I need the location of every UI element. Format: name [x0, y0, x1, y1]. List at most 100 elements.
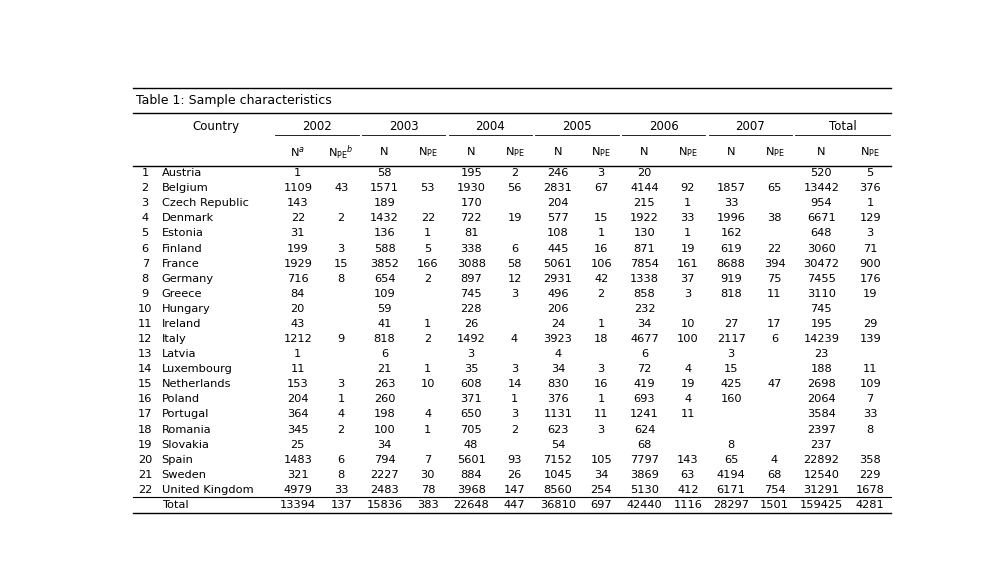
Text: 8: 8	[727, 440, 735, 449]
Text: 425: 425	[720, 379, 742, 389]
Text: Belgium: Belgium	[162, 183, 209, 193]
Text: 2931: 2931	[543, 274, 572, 284]
Text: 3: 3	[468, 349, 475, 359]
Text: 20: 20	[637, 168, 651, 178]
Text: Portugal: Portugal	[162, 410, 209, 420]
Text: 1212: 1212	[284, 334, 313, 344]
Text: 20: 20	[138, 455, 153, 465]
Text: 106: 106	[590, 258, 612, 268]
Text: 7455: 7455	[807, 274, 836, 284]
Text: 2005: 2005	[562, 120, 591, 133]
Text: 619: 619	[720, 244, 742, 254]
Text: 376: 376	[859, 183, 881, 193]
Text: 199: 199	[287, 244, 309, 254]
Text: 54: 54	[550, 440, 565, 449]
Text: N$_{\mathrm{PE}}$: N$_{\mathrm{PE}}$	[591, 145, 611, 159]
Text: N$_{\mathrm{PE}}$$^b$: N$_{\mathrm{PE}}$$^b$	[329, 143, 354, 162]
Text: 4: 4	[338, 410, 345, 420]
Text: 68: 68	[767, 470, 781, 480]
Text: Romania: Romania	[162, 424, 212, 435]
Text: 3923: 3923	[543, 334, 572, 344]
Text: 897: 897	[461, 274, 483, 284]
Text: 43: 43	[334, 183, 349, 193]
Text: 884: 884	[461, 470, 482, 480]
Text: 2004: 2004	[476, 120, 505, 133]
Text: 2006: 2006	[648, 120, 678, 133]
Text: 5130: 5130	[630, 485, 659, 495]
Text: 30472: 30472	[803, 258, 839, 268]
Text: 31291: 31291	[803, 485, 839, 495]
Text: N: N	[381, 148, 389, 158]
Text: Total: Total	[162, 500, 188, 510]
Text: 830: 830	[547, 379, 568, 389]
Text: 5061: 5061	[543, 258, 572, 268]
Text: 15: 15	[138, 379, 153, 389]
Text: Hungary: Hungary	[162, 304, 211, 314]
Text: 170: 170	[461, 198, 483, 208]
Text: 4194: 4194	[716, 470, 745, 480]
Text: 722: 722	[461, 213, 482, 223]
Text: 21: 21	[138, 470, 153, 480]
Text: 17: 17	[767, 319, 782, 329]
Text: 745: 745	[810, 304, 832, 314]
Text: 31: 31	[291, 229, 305, 239]
Text: 56: 56	[507, 183, 521, 193]
Text: 650: 650	[461, 410, 482, 420]
Text: 1: 1	[597, 229, 604, 239]
Text: 3: 3	[727, 349, 735, 359]
Text: 520: 520	[810, 168, 832, 178]
Text: 6: 6	[641, 349, 648, 359]
Text: 338: 338	[461, 244, 483, 254]
Text: 1857: 1857	[716, 183, 745, 193]
Text: 129: 129	[859, 213, 881, 223]
Text: 188: 188	[810, 364, 832, 374]
Text: 588: 588	[374, 244, 396, 254]
Text: N$_{\mathrm{PE}}$: N$_{\mathrm{PE}}$	[418, 145, 438, 159]
Text: 33: 33	[863, 410, 877, 420]
Text: 22: 22	[138, 485, 152, 495]
Text: 412: 412	[677, 485, 698, 495]
Text: Germany: Germany	[162, 274, 214, 284]
Text: 33: 33	[724, 198, 738, 208]
Text: 919: 919	[720, 274, 742, 284]
Text: 16: 16	[594, 379, 608, 389]
Text: 745: 745	[461, 289, 482, 299]
Text: 1109: 1109	[284, 183, 313, 193]
Text: 143: 143	[677, 455, 698, 465]
Text: 37: 37	[680, 274, 695, 284]
Text: 35: 35	[464, 364, 479, 374]
Text: 3: 3	[597, 168, 604, 178]
Text: 3060: 3060	[807, 244, 836, 254]
Text: 6: 6	[381, 349, 388, 359]
Text: 7797: 7797	[630, 455, 659, 465]
Text: 1501: 1501	[760, 500, 789, 510]
Text: 5601: 5601	[457, 455, 486, 465]
Text: 195: 195	[461, 168, 483, 178]
Text: 22: 22	[421, 213, 435, 223]
Text: 10: 10	[138, 304, 153, 314]
Text: 3968: 3968	[457, 485, 486, 495]
Text: 189: 189	[374, 198, 396, 208]
Text: 705: 705	[461, 424, 483, 435]
Text: 383: 383	[417, 500, 439, 510]
Text: 1930: 1930	[457, 183, 486, 193]
Text: 1241: 1241	[630, 410, 659, 420]
Text: 1: 1	[295, 168, 302, 178]
Text: 1: 1	[425, 319, 432, 329]
Text: 6671: 6671	[807, 213, 836, 223]
Text: 6: 6	[338, 455, 345, 465]
Text: United Kingdom: United Kingdom	[162, 485, 254, 495]
Text: 27: 27	[724, 319, 738, 329]
Text: 42440: 42440	[626, 500, 662, 510]
Text: 2064: 2064	[807, 394, 835, 404]
Text: 1: 1	[684, 229, 691, 239]
Text: 5: 5	[425, 244, 432, 254]
Text: 260: 260	[374, 394, 396, 404]
Text: 14: 14	[507, 379, 521, 389]
Text: 1: 1	[425, 364, 432, 374]
Text: Finland: Finland	[162, 244, 203, 254]
Text: 345: 345	[287, 424, 309, 435]
Text: 139: 139	[859, 334, 881, 344]
Text: Country: Country	[192, 120, 240, 133]
Text: 42: 42	[594, 274, 608, 284]
